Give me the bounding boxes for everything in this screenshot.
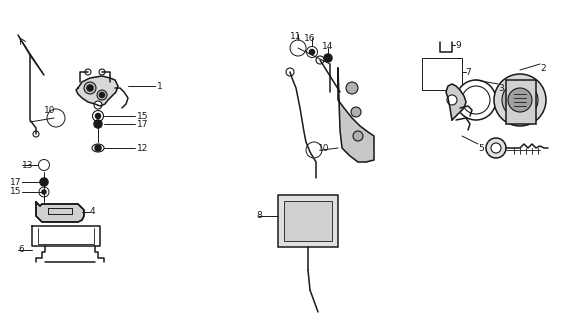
- Text: 1: 1: [157, 82, 163, 91]
- Circle shape: [87, 85, 93, 91]
- Circle shape: [92, 110, 103, 122]
- Text: 16: 16: [304, 34, 316, 43]
- Circle shape: [94, 120, 102, 128]
- Circle shape: [510, 90, 530, 110]
- Circle shape: [33, 131, 39, 137]
- Text: 5: 5: [478, 143, 484, 153]
- Circle shape: [494, 74, 546, 126]
- Polygon shape: [446, 84, 466, 120]
- Text: 15: 15: [10, 188, 21, 196]
- Circle shape: [97, 90, 107, 100]
- Text: 6: 6: [18, 245, 24, 254]
- Circle shape: [100, 92, 104, 98]
- Circle shape: [462, 86, 490, 114]
- Circle shape: [293, 43, 303, 53]
- Text: 2: 2: [540, 63, 546, 73]
- Circle shape: [486, 138, 506, 158]
- Circle shape: [84, 82, 96, 94]
- Bar: [506, 80, 536, 124]
- Text: 4: 4: [90, 207, 96, 217]
- Circle shape: [306, 46, 317, 58]
- Text: 10: 10: [318, 143, 329, 153]
- Circle shape: [309, 145, 319, 155]
- Ellipse shape: [92, 144, 104, 152]
- Text: 17: 17: [137, 119, 148, 129]
- Text: 15: 15: [137, 111, 148, 121]
- Circle shape: [85, 69, 91, 75]
- Circle shape: [51, 113, 61, 123]
- Circle shape: [508, 88, 532, 112]
- Bar: [284, 201, 332, 241]
- Circle shape: [42, 190, 46, 194]
- Circle shape: [95, 145, 101, 151]
- Circle shape: [290, 40, 306, 56]
- Circle shape: [351, 107, 361, 117]
- Circle shape: [316, 56, 324, 64]
- Polygon shape: [338, 68, 374, 162]
- Circle shape: [324, 54, 332, 62]
- Text: 8: 8: [256, 212, 262, 220]
- Polygon shape: [76, 76, 118, 106]
- Circle shape: [502, 82, 538, 118]
- Circle shape: [286, 68, 294, 76]
- Text: 12: 12: [137, 143, 148, 153]
- Circle shape: [38, 159, 49, 171]
- Text: 9: 9: [455, 41, 461, 50]
- Circle shape: [353, 131, 363, 141]
- Circle shape: [39, 187, 49, 197]
- Circle shape: [306, 142, 322, 158]
- Circle shape: [94, 101, 102, 109]
- Circle shape: [310, 50, 314, 54]
- Text: 10: 10: [44, 106, 56, 115]
- Text: 11: 11: [290, 31, 302, 41]
- Circle shape: [491, 143, 501, 153]
- Text: 3: 3: [498, 84, 504, 92]
- Circle shape: [47, 109, 65, 127]
- Text: 13: 13: [22, 161, 34, 170]
- Circle shape: [99, 69, 105, 75]
- Text: 17: 17: [10, 178, 21, 187]
- Circle shape: [456, 80, 496, 120]
- Text: 7: 7: [465, 68, 471, 76]
- Text: 14: 14: [322, 42, 334, 51]
- Circle shape: [346, 82, 358, 94]
- Bar: [422, 58, 462, 90]
- Circle shape: [41, 162, 47, 168]
- Circle shape: [447, 95, 457, 105]
- Circle shape: [96, 114, 100, 118]
- Polygon shape: [36, 202, 84, 222]
- Circle shape: [40, 178, 48, 186]
- Bar: [278, 195, 338, 247]
